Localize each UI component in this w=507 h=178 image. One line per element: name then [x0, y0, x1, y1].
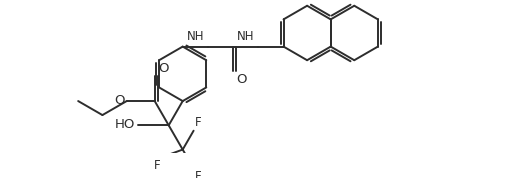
Text: NH: NH	[237, 30, 255, 43]
Text: F: F	[195, 170, 202, 178]
Text: F: F	[154, 159, 161, 172]
Text: HO: HO	[115, 118, 135, 131]
Text: O: O	[236, 73, 247, 86]
Text: NH: NH	[187, 30, 204, 43]
Text: O: O	[114, 94, 124, 107]
Text: F: F	[195, 116, 202, 129]
Text: O: O	[159, 62, 169, 75]
